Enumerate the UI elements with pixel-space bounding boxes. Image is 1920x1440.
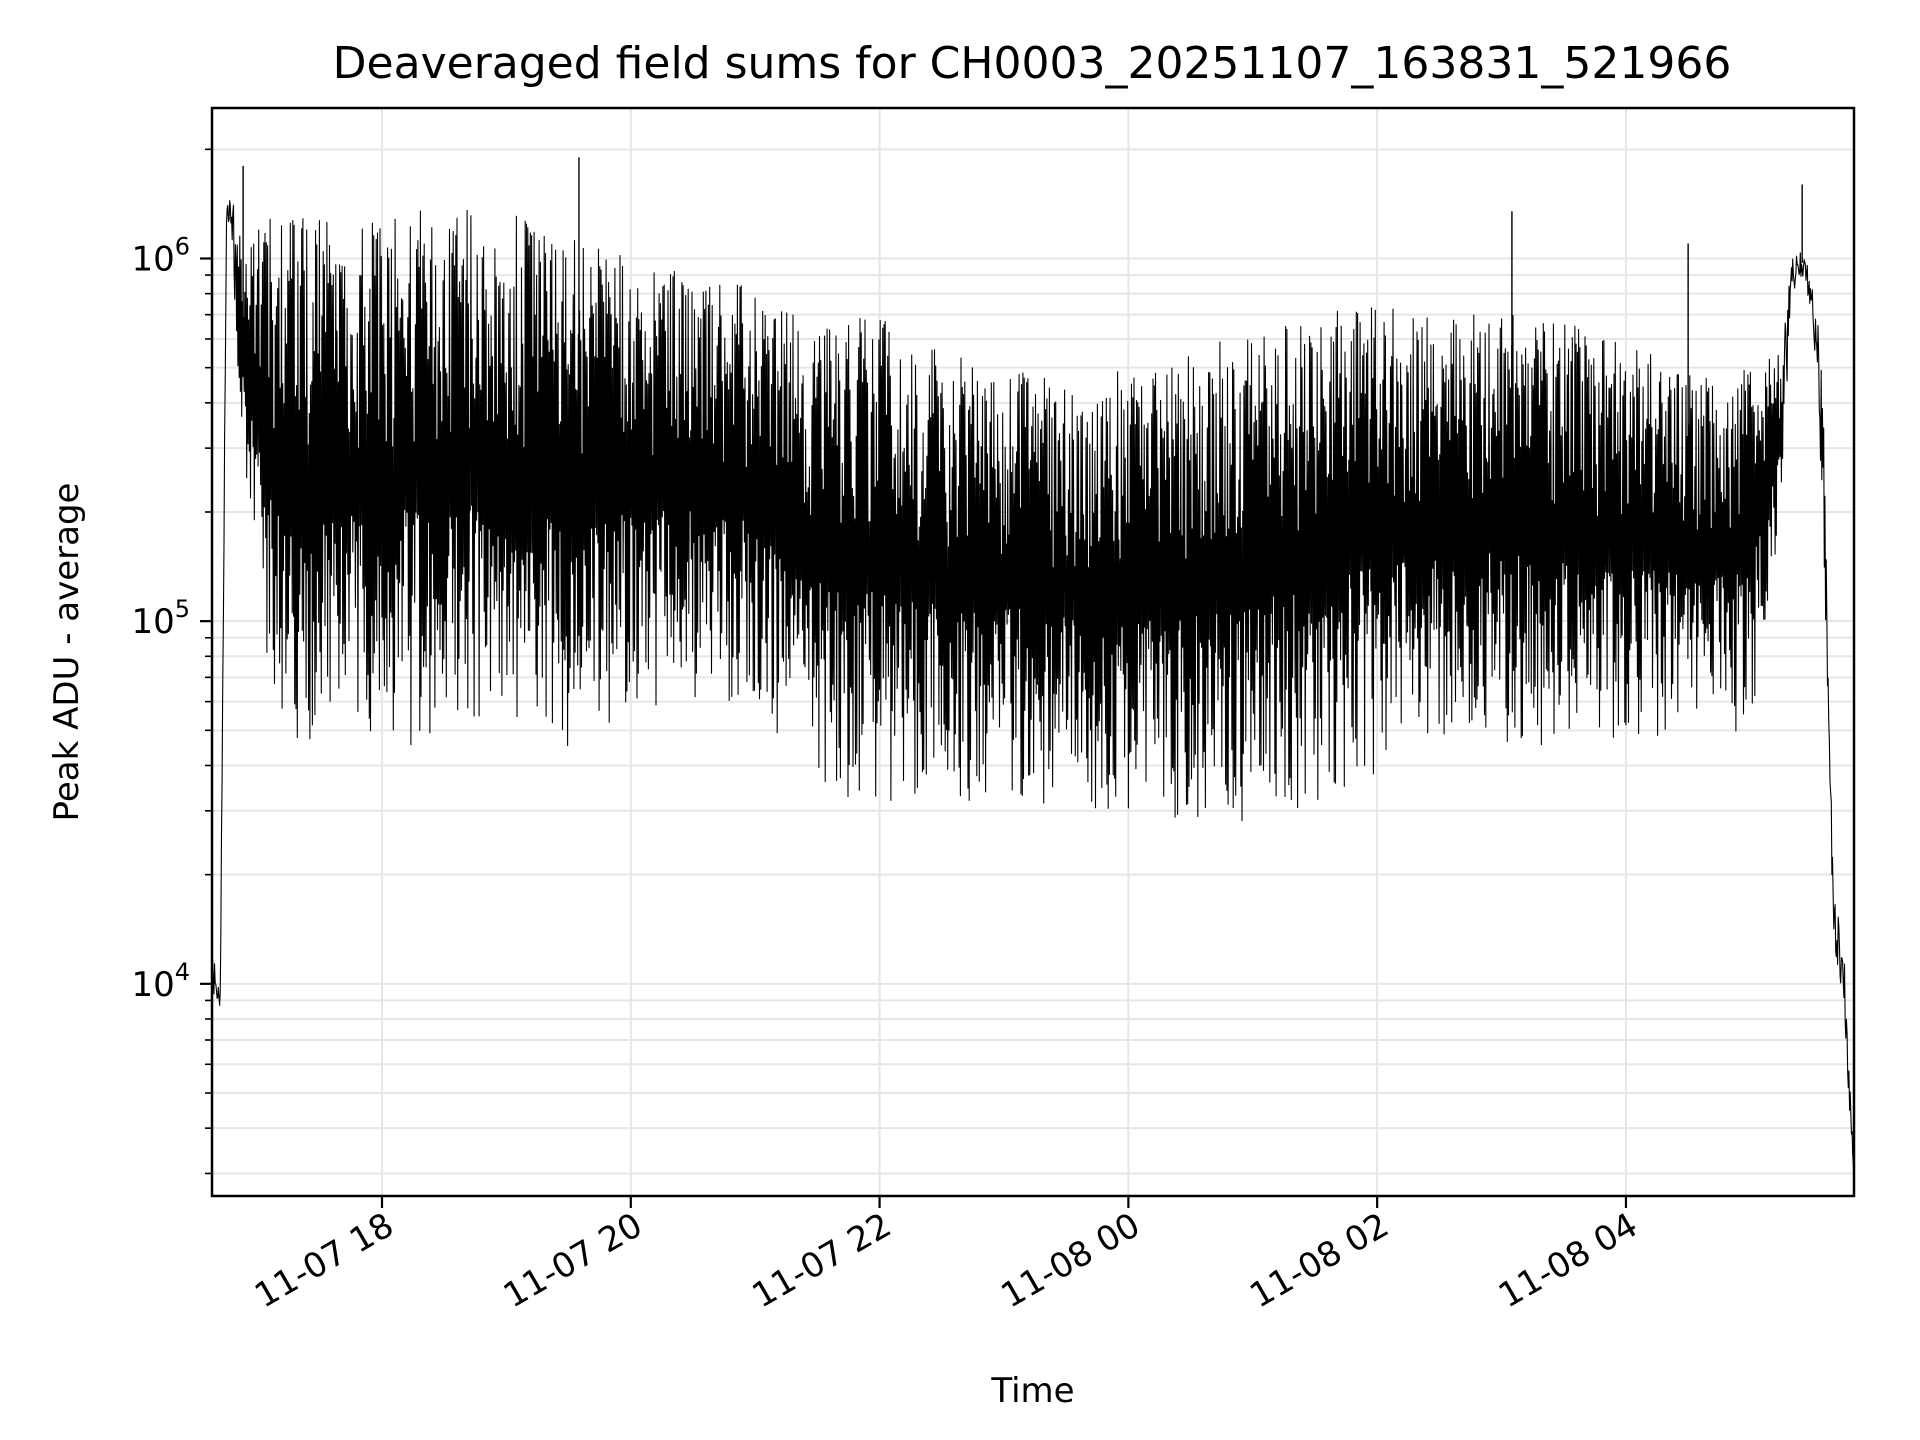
y-tick-exponent: 6 (175, 232, 190, 260)
y-tick-base: 10 (131, 239, 174, 279)
x-axis-label: Time (990, 1371, 1074, 1411)
data-series-line (211, 200, 1855, 1181)
plot-area (211, 157, 1855, 1181)
y-axis-label: Peak ADU - average (47, 483, 87, 822)
axes-frame (210, 106, 1856, 1198)
y-tick-base: 10 (131, 602, 174, 642)
y-tick-exponent: 4 (175, 958, 190, 986)
y-tick-base: 10 (131, 965, 174, 1005)
chart-title: Deaveraged field sums for CH0003_2025110… (333, 38, 1732, 89)
y-tick-label: 105 (131, 595, 190, 642)
y-tick-label: 106 (131, 232, 190, 279)
y-tick-label: 104 (131, 958, 190, 1005)
y-tick-exponent: 5 (175, 595, 190, 623)
